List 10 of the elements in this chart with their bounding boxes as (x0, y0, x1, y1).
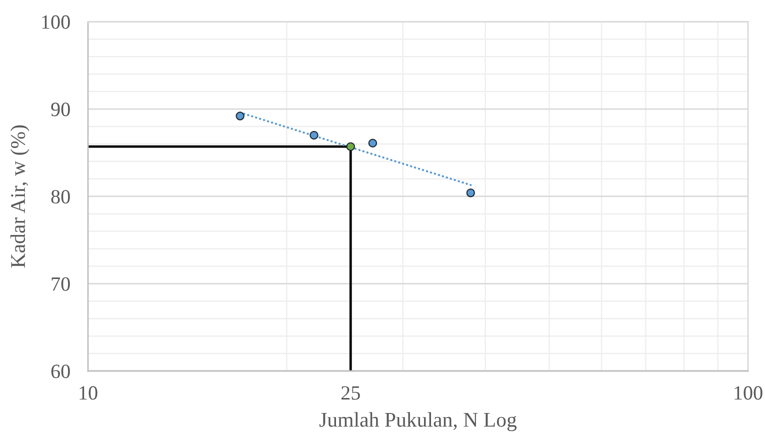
y-axis-title: Kadar Air, w (%) (10, 125, 30, 268)
x-axis-title: Jumlah Pukulan, N Log (319, 412, 517, 432)
x-tick-label: 10 (80, 386, 98, 400)
y-tick-label: 80 (51, 190, 70, 204)
y-tick-label: 60 (51, 364, 70, 378)
x-tick-label: 100 (734, 386, 762, 400)
y-tick-label: 70 (52, 277, 70, 291)
y-tick-label: 100 (42, 15, 70, 29)
x-tick-label: 25 (341, 386, 360, 400)
y-tick-label: 90 (51, 102, 70, 116)
